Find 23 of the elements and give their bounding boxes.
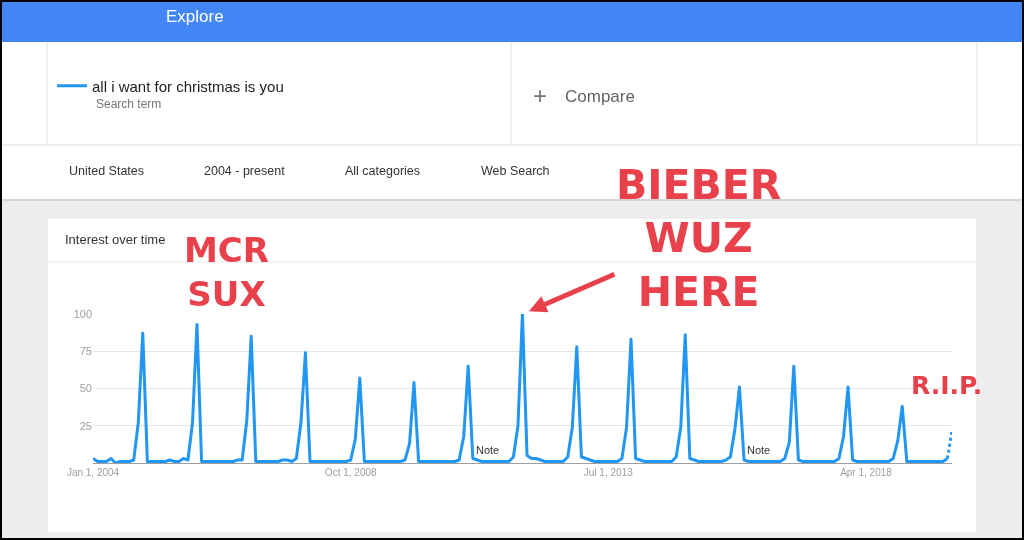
annotation: R.I.P. <box>911 371 983 400</box>
x-tick-label: Oct 1, 2008 <box>324 467 377 478</box>
y-tick-label: 75 <box>79 345 92 358</box>
legend-label: all i want for christmas is you <box>92 77 284 95</box>
text: Web Search <box>481 164 550 178</box>
y-tick-label: 50 <box>79 382 92 395</box>
y-tick-label: 100 <box>73 307 92 320</box>
text: + <box>533 82 548 109</box>
annotation: Note <box>747 444 771 456</box>
text: Explore <box>166 7 224 26</box>
annotation: Note <box>476 444 500 456</box>
annotation: MCR SUX <box>184 230 269 315</box>
y-tick-label: 25 <box>79 419 92 432</box>
text: Search term <box>96 97 162 111</box>
annotation: BIEBER WUZ HERE <box>616 161 782 316</box>
chart-title: Interest over time <box>65 231 166 247</box>
x-tick-label: Jan 1, 2004 <box>66 467 120 478</box>
text: 2004 - present <box>204 164 286 178</box>
x-tick-label: Jul 1, 2013 <box>583 467 634 478</box>
text: Compare <box>565 87 635 106</box>
text: United States <box>69 164 145 178</box>
text: All categories <box>345 164 421 178</box>
x-tick-label: Apr 1, 2018 <box>840 467 893 478</box>
